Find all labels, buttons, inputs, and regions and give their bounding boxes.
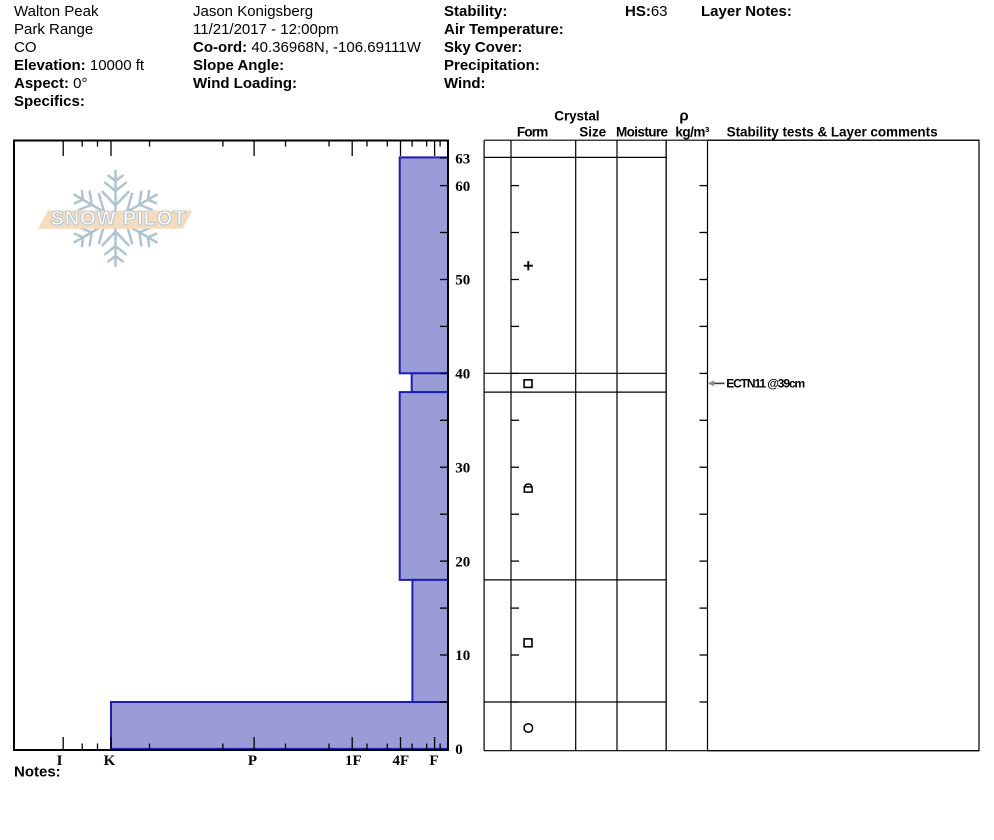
svg-text:kg/m³: kg/m³ bbox=[675, 124, 710, 139]
svg-text:Moisture: Moisture bbox=[616, 124, 668, 139]
svg-text:SNOW PILOT: SNOW PILOT bbox=[51, 208, 187, 230]
svg-text:40: 40 bbox=[455, 367, 470, 383]
svg-text:P: P bbox=[248, 753, 257, 769]
svg-text:Form: Form bbox=[517, 124, 548, 139]
svg-text:10: 10 bbox=[455, 648, 470, 664]
svg-text:0: 0 bbox=[455, 742, 463, 758]
svg-text:Crystal: Crystal bbox=[554, 109, 599, 124]
svg-text:50: 50 bbox=[455, 273, 470, 289]
svg-text:ρ: ρ bbox=[679, 108, 688, 125]
svg-text:60: 60 bbox=[455, 179, 470, 195]
svg-text:Notes:: Notes: bbox=[14, 764, 61, 781]
svg-text:30: 30 bbox=[455, 460, 470, 476]
svg-text:4F: 4F bbox=[392, 753, 409, 769]
svg-text:ECTN11 @39cm: ECTN11 @39cm bbox=[726, 377, 805, 391]
svg-text:63: 63 bbox=[455, 152, 470, 168]
svg-text:1F: 1F bbox=[345, 753, 362, 769]
svg-text:F: F bbox=[429, 753, 438, 769]
svg-text:Stability tests & Layer commen: Stability tests & Layer comments bbox=[727, 124, 938, 139]
svg-text:K: K bbox=[104, 753, 116, 769]
svg-text:Size: Size bbox=[579, 124, 606, 139]
svg-text:20: 20 bbox=[455, 554, 470, 570]
svg-text:I: I bbox=[57, 753, 63, 769]
